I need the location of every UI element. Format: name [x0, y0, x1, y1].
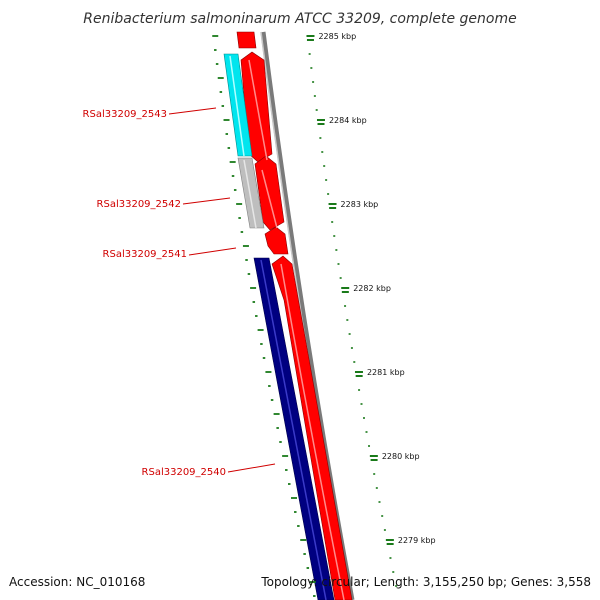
forward-gene-shine: [248, 59, 345, 600]
label-leader-rsal2540: [227, 463, 276, 473]
label-rsal2543: RSal33209_2543: [83, 109, 167, 120]
scale-label: 2281 kbp: [367, 368, 405, 377]
gene-rsal2543-shine: [229, 55, 245, 157]
gene-rsal2542-shine: [243, 159, 257, 229]
map-title: Renibacterium salmoninarum ATCC 33209, c…: [83, 11, 516, 27]
scale-label: 2284 kbp: [329, 116, 367, 125]
scale-label: 2279 kbp: [398, 536, 436, 545]
gene-rsal2542-body: [237, 157, 265, 229]
forward-strand: [236, 31, 353, 600]
minor-ticks-left: [212, 35, 316, 597]
label-leader-rsal2543: [168, 107, 217, 115]
scale-label: 2280 kbp: [382, 452, 420, 461]
gene-labels: RSal33209_2543 RSal33209_2542 RSal33209_…: [83, 107, 276, 478]
scale-ticks-right: 2285 kbp 2284 kbp 2283 kbp 2282 kbp 2281 kbp…: [306, 32, 436, 587]
forward-gene-top: [236, 31, 257, 49]
accession-text: Accession: NC_010168: [9, 575, 145, 589]
scale-label: 2285 kbp: [318, 32, 356, 41]
forward-gene-long: [271, 255, 353, 600]
gene-rsal2543-body: [223, 53, 253, 157]
label-leader-rsal2541: [188, 247, 237, 256]
label-rsal2542: RSal33209_2542: [97, 199, 181, 210]
forward-gene-rsal2541: [264, 226, 289, 255]
topology-text: Topology: circular; Length: 3,155,250 bp…: [260, 575, 591, 589]
label-leader-rsal2542: [182, 197, 231, 205]
scale-label: 2283 kbp: [341, 200, 379, 209]
reverse-strand: [223, 53, 335, 600]
label-rsal2540: RSal33209_2540: [142, 467, 226, 478]
gene-rsal2540-shine: [260, 259, 327, 600]
scale-label: 2282 kbp: [353, 284, 391, 293]
label-rsal2541: RSal33209_2541: [103, 249, 187, 260]
